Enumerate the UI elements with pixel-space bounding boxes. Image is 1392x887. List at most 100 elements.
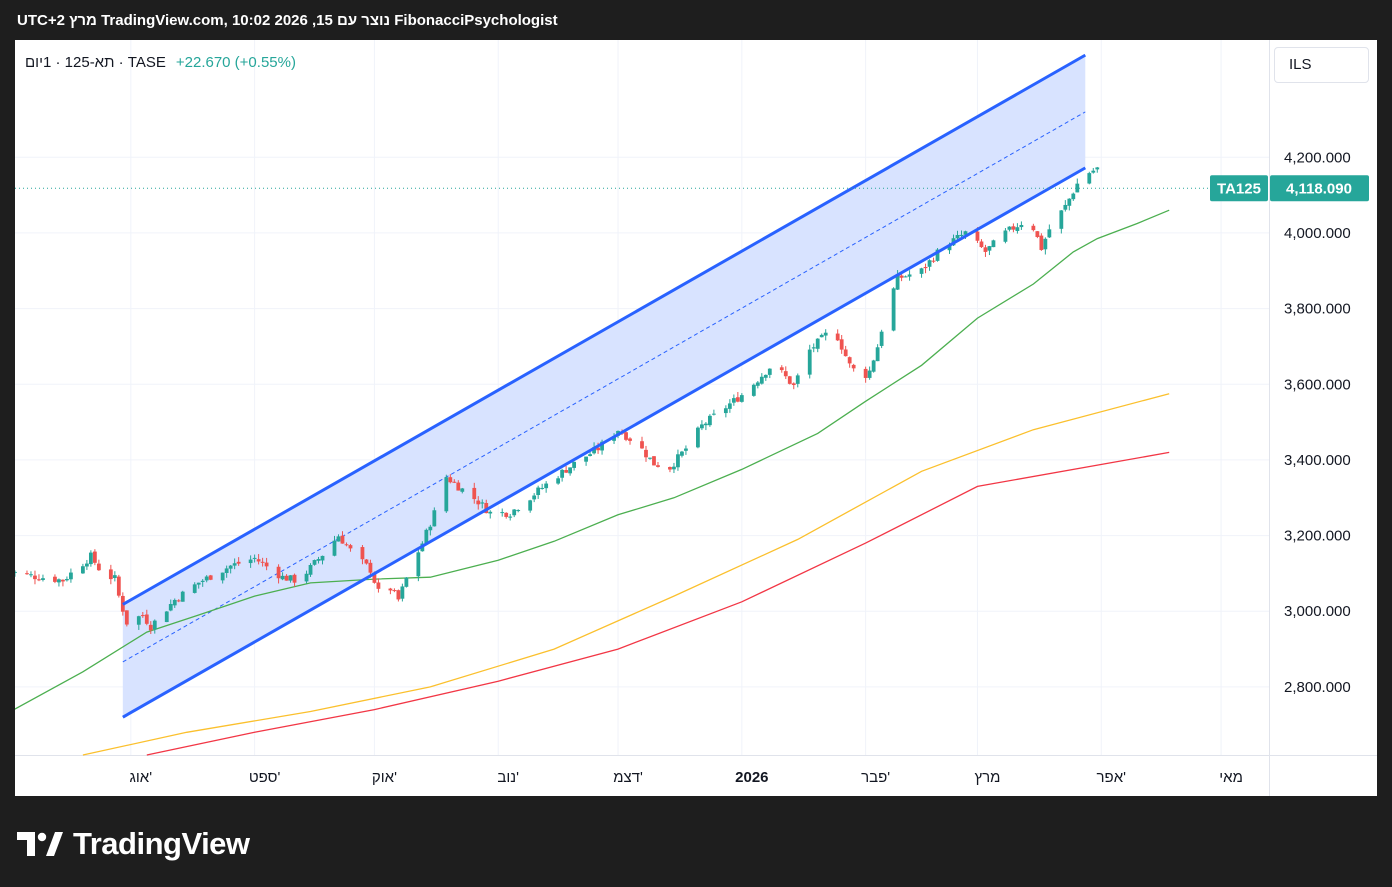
tradingview-brand[interactable]: TradingView [17, 824, 250, 864]
candle-body [208, 575, 213, 580]
candle-body [863, 368, 868, 378]
candle-body [1011, 226, 1016, 230]
candle-body [903, 276, 908, 278]
candle-body [624, 432, 628, 440]
candle-body [176, 600, 181, 602]
candle-body [791, 383, 796, 386]
candle-body [899, 275, 904, 278]
price-chart[interactable]: 4,200.000 4,000.000 3,800.000 3,600.000 3,40… [15, 40, 1377, 796]
candle-body [843, 349, 848, 357]
candle-body [340, 535, 345, 544]
candle-body [568, 467, 573, 474]
candle-body [1003, 230, 1008, 242]
time-axis-label: אוג' [130, 769, 153, 786]
candle-body [680, 451, 684, 456]
candle-body [400, 586, 405, 599]
candle-body [280, 575, 285, 580]
channel-median-line [122, 111, 1086, 663]
time-axis-label: פבר' [861, 769, 890, 786]
candle-body [564, 470, 569, 473]
candle-body [404, 577, 409, 587]
candle-body [516, 510, 521, 512]
candle-body [53, 576, 57, 582]
candle-body [528, 500, 533, 511]
candle-body [819, 334, 824, 338]
candle-body [656, 465, 660, 467]
price-axis-label: 4,000.000 [1284, 225, 1351, 242]
candle-body [895, 274, 900, 290]
candle-body [1019, 225, 1024, 228]
candle-body [704, 423, 708, 426]
candle-body [592, 447, 596, 454]
candle-body [823, 332, 828, 336]
candle-body [432, 510, 437, 527]
candle-body [512, 509, 517, 516]
candle-body [975, 231, 980, 241]
chart-panel[interactable]: 4,200.000 4,000.000 3,800.000 3,600.000 3,40… [15, 40, 1377, 796]
price-axis-label: 3,600.000 [1284, 376, 1351, 393]
price-tag-name: TA125 [1217, 180, 1261, 197]
time-axis-label: אוק' [372, 769, 397, 786]
candle-body [723, 408, 728, 414]
candle-body [751, 384, 756, 396]
price-axis-label: 2,800.000 [1284, 679, 1351, 696]
candle-body [700, 424, 704, 429]
candle-body [224, 568, 229, 573]
candle-body [388, 588, 393, 591]
candle-body [935, 249, 940, 261]
candle-body [92, 551, 97, 563]
candle-body [1015, 227, 1020, 232]
candle-body [875, 347, 880, 362]
candle-body [508, 516, 513, 518]
candle-body [504, 512, 509, 517]
candle-body [428, 526, 433, 531]
candle-body [424, 529, 429, 545]
candle-body [544, 483, 549, 489]
candle-body [1071, 193, 1076, 200]
candle-body [739, 395, 744, 402]
candle-body [112, 575, 117, 579]
price-tag-name-bg [1210, 175, 1268, 202]
candle-body [1063, 204, 1068, 210]
candle-body [168, 603, 173, 611]
candle-body [536, 487, 541, 496]
candle-body [180, 591, 185, 602]
price-tag-value-bg [1270, 175, 1369, 202]
candle-body [172, 599, 177, 606]
candle-body [376, 582, 381, 589]
candle-body [96, 563, 101, 571]
time-axis-label: נוב' [497, 769, 519, 786]
candle-body [584, 456, 588, 462]
candle-body [652, 456, 656, 466]
candle-body [763, 374, 768, 378]
candle-body [316, 559, 321, 561]
candle-body [500, 512, 505, 514]
legend-change: +22.670 (+0.55%) [175, 54, 296, 71]
candle-body [927, 260, 932, 267]
channel-upper-line [122, 53, 1087, 606]
candle-body [835, 333, 840, 341]
candle-body [348, 545, 353, 549]
candle-body [264, 562, 269, 567]
legend-symbol[interactable]: תא-125 · 1יום · TASE [25, 54, 166, 71]
candle-body [33, 575, 37, 580]
candle-body [124, 610, 129, 625]
candle-body [672, 466, 676, 470]
candle-body [1047, 229, 1052, 238]
chart-legend[interactable]: תא-125 · 1יום · TASE +22.670 (+0.55%) [25, 54, 296, 71]
price-tag[interactable]: TA125 4,118.090 [1210, 175, 1369, 202]
candle-body [1007, 226, 1012, 230]
candle-body [707, 415, 712, 426]
candle-body [200, 580, 205, 582]
candle-body [288, 575, 293, 581]
candle-body [15, 571, 17, 573]
candle-body [444, 477, 449, 512]
candle-body [684, 448, 688, 451]
candle-body [779, 367, 784, 371]
candle-body [116, 576, 121, 596]
candle-body [344, 544, 349, 546]
price-axis-label: 4,200.000 [1284, 149, 1351, 166]
candle-body [232, 563, 237, 566]
candle-body [847, 357, 852, 364]
currency-selector[interactable]: ILS [1274, 47, 1369, 83]
